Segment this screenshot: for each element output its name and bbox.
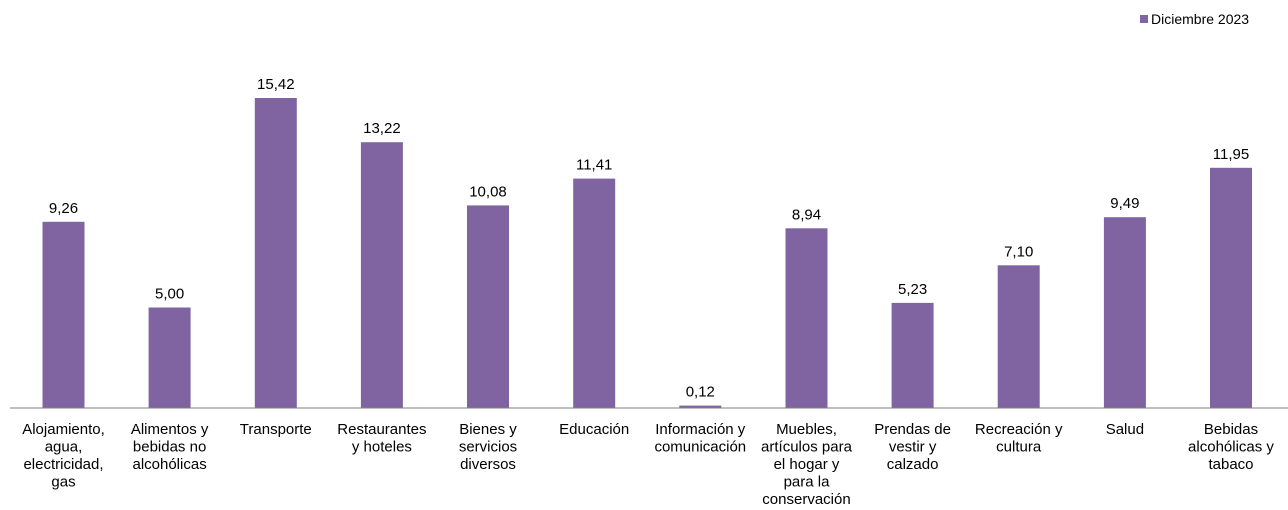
category-label-line: Alojamiento, bbox=[22, 421, 105, 438]
category-label-line: Alimentos y bbox=[131, 421, 209, 438]
bar bbox=[891, 302, 934, 408]
category-label-line: alcohólicas bbox=[132, 456, 206, 473]
category-label-line: alcohólicas y bbox=[1188, 439, 1274, 456]
bar bbox=[467, 205, 509, 408]
category-label-line: Restaurantes bbox=[337, 421, 426, 438]
category-label: Alojamiento, agua, electricidad, gas bbox=[22, 421, 105, 491]
legend-label: Diciembre 2023 bbox=[1151, 11, 1249, 27]
category-label-line: Salud bbox=[1106, 421, 1144, 438]
category-label: Salud bbox=[1106, 421, 1144, 438]
legend: Diciembre 2023 bbox=[1140, 11, 1249, 27]
category-label: Recreación y cultura bbox=[975, 421, 1063, 456]
category-label-line: cultura bbox=[996, 439, 1042, 456]
bar bbox=[254, 98, 297, 408]
category-label-line: vestir y bbox=[889, 439, 937, 456]
category-label: Bebidas alcohólicas y tabaco bbox=[1188, 421, 1274, 473]
category-label-line: el hogar y bbox=[774, 456, 840, 473]
bar bbox=[997, 265, 1040, 408]
data-label: 8,94 bbox=[792, 206, 821, 223]
category-label: Prendas de vestir y calzado bbox=[874, 421, 951, 473]
category-label-line: diversos bbox=[460, 456, 516, 473]
category-label-line: bebidas no bbox=[133, 439, 206, 456]
category-label-line: conservación bbox=[762, 491, 850, 508]
category-label-line: calzado bbox=[887, 456, 939, 473]
category-label: Información y comunicación bbox=[654, 421, 746, 456]
category-label-line: Bebidas bbox=[1204, 421, 1258, 438]
data-label: 15,42 bbox=[257, 76, 295, 93]
category-label: Transporte bbox=[240, 421, 312, 438]
category-label-line: Muebles, bbox=[776, 421, 837, 438]
category-label-line: Prendas de bbox=[874, 421, 951, 438]
category-label-line: Educación bbox=[559, 421, 629, 438]
category-label-line: artículos para bbox=[761, 439, 853, 456]
data-label: 11,95 bbox=[1213, 146, 1249, 163]
bar bbox=[573, 178, 616, 408]
category-label: Educación bbox=[559, 421, 629, 438]
category-label: Restaurantes y hoteles bbox=[337, 421, 426, 456]
data-label: 9,49 bbox=[1110, 195, 1139, 212]
category-label: Muebles, artículos para el hogar y para la c… bbox=[761, 421, 853, 508]
category-label-line: electricidad, bbox=[23, 456, 103, 473]
category-label-line: Transporte bbox=[240, 421, 312, 438]
bar bbox=[1210, 167, 1252, 408]
category-label-line: y hoteles bbox=[352, 439, 412, 456]
category-label-line: comunicación bbox=[654, 439, 746, 456]
bar bbox=[1103, 217, 1146, 408]
category-label-line: Información y bbox=[655, 421, 746, 438]
data-label: 11,41 bbox=[576, 157, 612, 174]
category-label-line: gas bbox=[51, 474, 75, 491]
category-label-line: Bienes y bbox=[459, 421, 517, 438]
bar bbox=[42, 221, 85, 408]
category-label-line: tabaco bbox=[1208, 456, 1253, 473]
data-label: 13,22 bbox=[363, 120, 401, 137]
data-label: 5,00 bbox=[155, 286, 184, 303]
category-label-line: agua, bbox=[45, 439, 83, 456]
bar bbox=[785, 228, 828, 408]
data-label: 9,26 bbox=[49, 200, 78, 217]
data-label: 5,23 bbox=[898, 281, 927, 298]
data-label: 0,12 bbox=[686, 384, 715, 401]
category-label-line: Recreación y bbox=[975, 421, 1063, 438]
category-label-line: servicios bbox=[459, 439, 517, 456]
bars-group bbox=[42, 98, 1252, 408]
category-labels-group: Alojamiento, agua, electricidad, gas Aliment… bbox=[22, 421, 1274, 508]
category-label: Bienes y servicios diversos bbox=[459, 421, 517, 473]
bar bbox=[679, 405, 722, 408]
bar bbox=[360, 142, 403, 408]
category-label-line: para la bbox=[784, 474, 831, 491]
bar bbox=[148, 307, 191, 408]
value-labels-group: 9,26 5,00 15,42 13,22 10,08 11,41 0,12 8,94 5,23… bbox=[49, 76, 1249, 401]
data-label: 10,08 bbox=[469, 183, 507, 200]
category-label: Alimentos y bebidas no alcohólicas bbox=[131, 421, 209, 473]
data-label: 7,10 bbox=[1004, 243, 1033, 260]
legend-swatch bbox=[1140, 15, 1148, 23]
